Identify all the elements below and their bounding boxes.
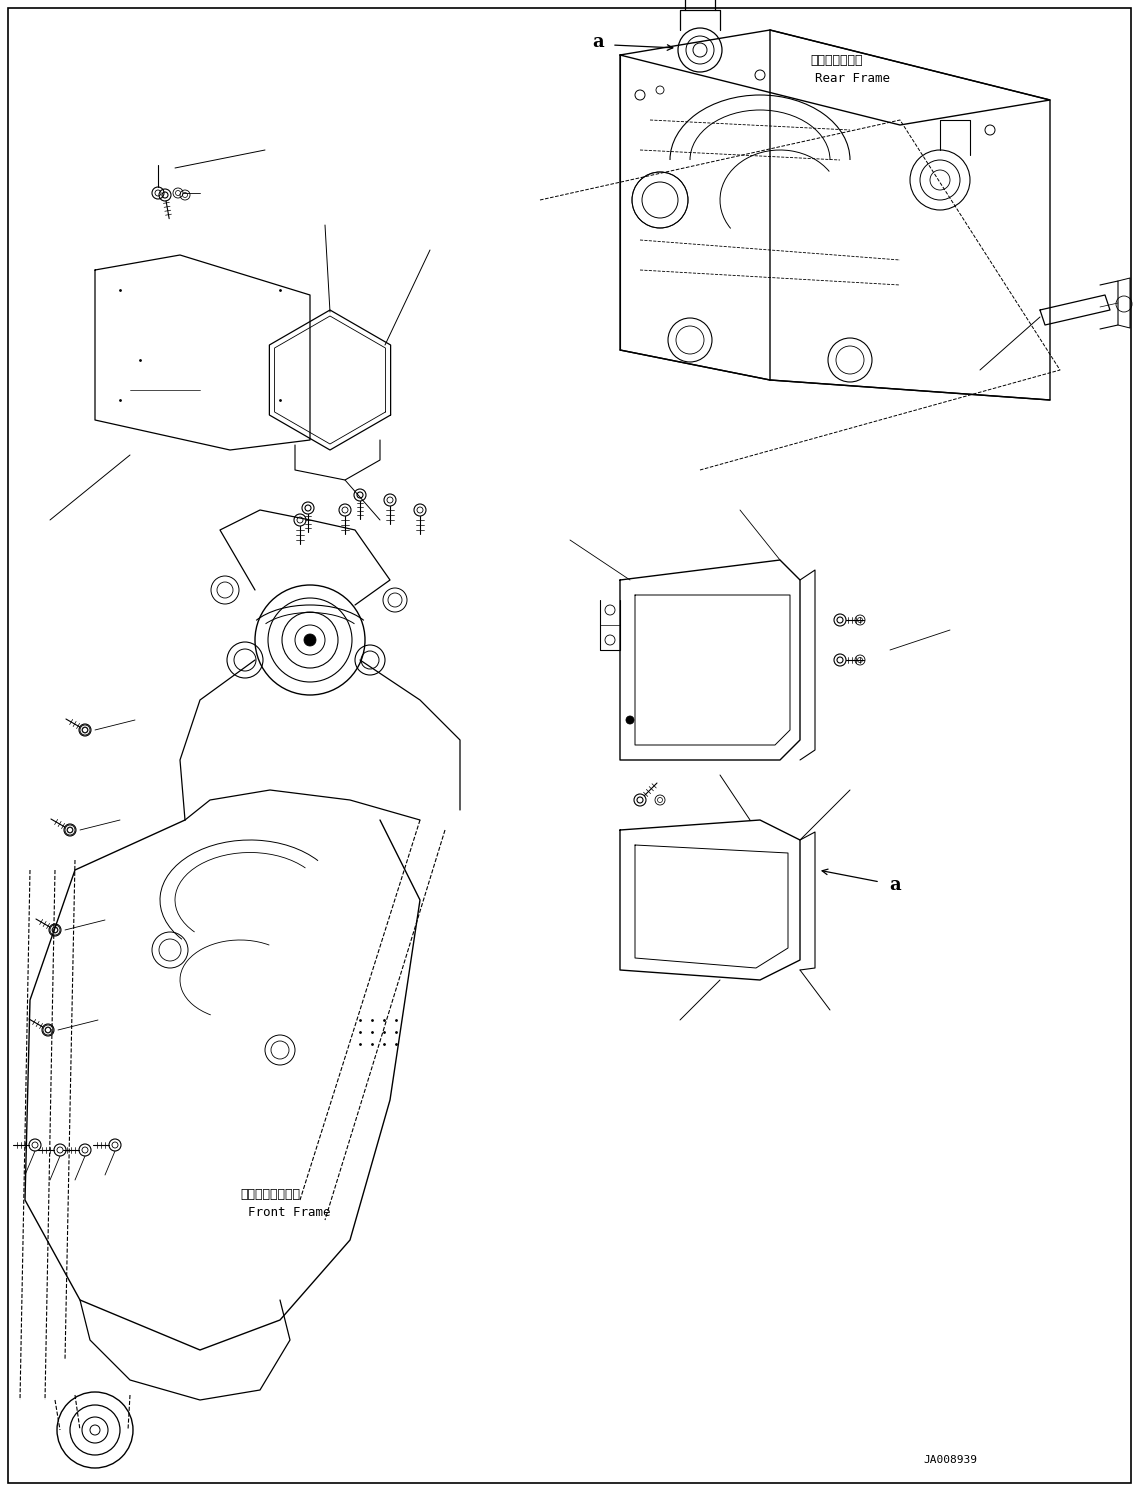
- Text: a: a: [592, 33, 604, 51]
- Text: JA008939: JA008939: [923, 1455, 977, 1466]
- Text: リヤーフレーム: リヤーフレーム: [810, 54, 862, 67]
- Circle shape: [626, 716, 634, 725]
- Text: a: a: [890, 877, 901, 895]
- Text: フロントフレーム: フロントフレーム: [240, 1188, 300, 1202]
- Circle shape: [304, 634, 316, 646]
- Text: Rear Frame: Rear Frame: [816, 72, 890, 85]
- Text: Front Frame: Front Frame: [248, 1206, 330, 1220]
